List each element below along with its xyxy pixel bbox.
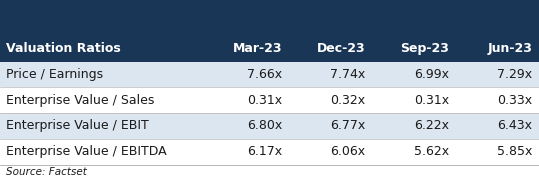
Text: 7.29x: 7.29x (497, 68, 533, 81)
Text: 0.32x: 0.32x (330, 94, 365, 107)
Text: 6.06x: 6.06x (330, 145, 365, 158)
FancyBboxPatch shape (0, 139, 539, 165)
Text: Enterprise Value / Sales: Enterprise Value / Sales (6, 94, 155, 107)
Text: 6.77x: 6.77x (330, 120, 365, 132)
Text: 5.62x: 5.62x (414, 145, 449, 158)
Text: 7.66x: 7.66x (247, 68, 282, 81)
Text: 6.22x: 6.22x (414, 120, 449, 132)
Text: 6.43x: 6.43x (497, 120, 533, 132)
Text: Price / Earnings: Price / Earnings (6, 68, 103, 81)
FancyBboxPatch shape (0, 36, 539, 62)
Text: 6.17x: 6.17x (247, 145, 282, 158)
Text: Sep-23: Sep-23 (400, 42, 449, 55)
Text: Source: Factset: Source: Factset (6, 167, 87, 177)
Text: 0.31x: 0.31x (247, 94, 282, 107)
Text: 0.33x: 0.33x (497, 94, 533, 107)
Text: 5.85x: 5.85x (497, 145, 533, 158)
Text: 6.99x: 6.99x (414, 68, 449, 81)
Text: Valuation Ratios: Valuation Ratios (6, 42, 121, 55)
Text: 6.80x: 6.80x (247, 120, 282, 132)
FancyBboxPatch shape (0, 87, 539, 113)
Text: Dec-23: Dec-23 (317, 42, 365, 55)
Text: Enterprise Value / EBIT: Enterprise Value / EBIT (6, 120, 149, 132)
FancyBboxPatch shape (0, 0, 539, 36)
Text: Mar-23: Mar-23 (232, 42, 282, 55)
Text: 0.31x: 0.31x (414, 94, 449, 107)
FancyBboxPatch shape (0, 113, 539, 139)
Text: 7.74x: 7.74x (330, 68, 365, 81)
Text: Enterprise Value / EBITDA: Enterprise Value / EBITDA (6, 145, 167, 158)
FancyBboxPatch shape (0, 62, 539, 87)
Text: Jun-23: Jun-23 (488, 42, 533, 55)
